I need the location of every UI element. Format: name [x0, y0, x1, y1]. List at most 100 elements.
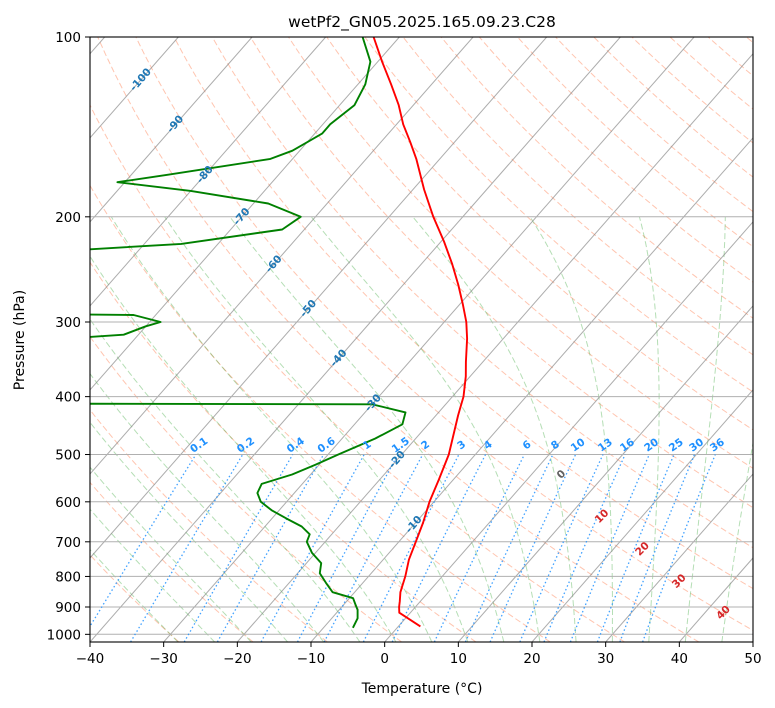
mixing-ratio-line	[433, 454, 525, 642]
isotherm-label: -70	[231, 206, 253, 228]
x-tick-label: −40	[76, 651, 105, 667]
y-tick-label: 500	[55, 448, 81, 464]
x-tick-label: −20	[223, 651, 252, 667]
x-tick-label: 30	[597, 651, 614, 667]
dry-adiabat-line	[555, 37, 753, 213]
moist-adiabat-line	[759, 217, 775, 642]
moist-adiabat-line	[90, 421, 288, 642]
isotherm-label: -100	[128, 66, 154, 94]
isotherm-line	[163, 37, 695, 642]
mixing-ratio-label: 36	[708, 436, 727, 454]
x-tick-label: −30	[149, 651, 178, 667]
isotherm-line	[310, 137, 753, 642]
moist-adiabat-label: 10	[593, 507, 612, 526]
mixing-ratio-line	[391, 454, 487, 642]
moist-adiabat-line	[164, 216, 469, 642]
moist-adiabat-line	[638, 216, 660, 642]
mixing-ratio-line	[296, 454, 399, 642]
y-tick-label: 100	[55, 30, 81, 46]
isotherm-label: -30	[362, 392, 384, 414]
x-tick-label: 10	[450, 651, 467, 667]
isotherm-line	[90, 37, 400, 391]
x-tick-label: 50	[744, 651, 761, 667]
dry-adiabat-line	[707, 37, 753, 77]
mixing-ratio-label: 1.5	[390, 435, 412, 456]
mixing-ratio-label: 10	[569, 436, 588, 454]
plot-frame	[89, 36, 754, 643]
isotherm-line	[236, 53, 753, 642]
moist-adiabat-line	[90, 466, 252, 642]
y-tick-label: 1000	[47, 627, 81, 643]
chart-title: wetPf2_GN05.2025.165.09.23.C28	[288, 13, 556, 32]
moist-adiabat-line	[412, 216, 577, 642]
mixing-ratio-line	[183, 454, 294, 642]
mixing-ratio-line	[543, 454, 626, 642]
y-tick-label: 900	[55, 600, 81, 616]
mixing-ratio-line	[216, 454, 325, 642]
x-tick-label: 20	[523, 651, 540, 667]
x-tick-label: 40	[671, 651, 688, 667]
mixing-ratio-label: 0.6	[316, 435, 338, 456]
dry-adiabat-line	[90, 184, 551, 642]
isotherm-line	[90, 37, 548, 559]
y-tick-label: 600	[55, 495, 81, 511]
moist-adiabat-label: 0	[555, 468, 569, 482]
moist-adiabat-line	[721, 440, 753, 642]
dry-adiabat-line	[249, 37, 753, 509]
moist-adiabat-line	[110, 216, 433, 642]
dry-adiabat-line	[211, 37, 753, 549]
moist-adiabat-label: 30	[670, 572, 689, 591]
y-tick-label: 700	[55, 535, 81, 551]
temperature-profile-line	[372, 37, 469, 628]
moist-adiabat-line	[90, 318, 361, 642]
isotherm-label: -60	[263, 253, 285, 275]
dry-adiabat-line	[90, 335, 402, 642]
isotherm-line	[90, 37, 474, 475]
mixing-ratio-label: 3	[455, 438, 468, 452]
dry-adiabat-line	[173, 37, 753, 590]
dry-adiabat-line	[90, 409, 328, 642]
isotherm-line	[457, 305, 753, 642]
mixing-ratio-label: 6	[521, 438, 534, 452]
mixing-ratio-line	[596, 454, 675, 642]
x-axis-label: Temperature (°C)	[361, 681, 483, 697]
moist-adiabat-line	[90, 548, 179, 642]
x-axis: −40 −30 −20 −10 0 10 20 30 40 50	[76, 642, 762, 667]
mixing-ratio-line	[519, 454, 604, 642]
x-tick-label: −10	[297, 651, 326, 667]
moist-adiabat-label: 20	[633, 540, 652, 559]
mixing-ratio-line	[619, 454, 696, 642]
dry-adiabat-line	[288, 37, 753, 469]
isotherm-line	[90, 37, 621, 642]
y-axis: 100 200 300 400 500 600 700 800 900 1000	[47, 30, 90, 643]
moist-adiabat-line	[684, 216, 726, 642]
isotherm-line	[90, 37, 253, 223]
isotherm-line	[531, 389, 753, 642]
mixing-ratio-label: 16	[618, 436, 637, 454]
isotherm-label: -50	[298, 298, 320, 320]
mixing-ratio-line	[90, 454, 197, 628]
dry-adiabat-line	[90, 103, 625, 642]
chart-background-lines	[90, 37, 775, 642]
moist-adiabat-line	[310, 216, 541, 642]
dry-adiabat-line	[631, 37, 753, 144]
chart-line-labels: -100-90-80-70-60-50-40-30-20-100.1 0.2 0.4…	[128, 66, 733, 622]
mixing-ratio-label: 30	[687, 436, 706, 454]
dry-adiabat-line	[746, 37, 753, 44]
dry-adiabat-line	[90, 261, 477, 642]
mixing-ratio-label: 0.4	[285, 435, 307, 456]
dry-adiabat-line	[97, 37, 700, 642]
y-tick-label: 200	[55, 210, 81, 226]
mixing-ratio-label: 25	[667, 436, 686, 454]
dry-adiabat-line	[593, 37, 753, 178]
dry-adiabat-line	[326, 37, 753, 431]
isotherm-line	[90, 37, 327, 307]
x-tick-label: 0	[380, 651, 389, 667]
dry-adiabat-line	[135, 37, 753, 632]
y-tick-label: 300	[55, 315, 81, 331]
mixing-ratio-line	[641, 454, 716, 642]
isotherm-line	[605, 473, 753, 642]
dry-adiabat-line	[364, 37, 753, 393]
mixing-ratio-label: 0.1	[188, 435, 210, 456]
